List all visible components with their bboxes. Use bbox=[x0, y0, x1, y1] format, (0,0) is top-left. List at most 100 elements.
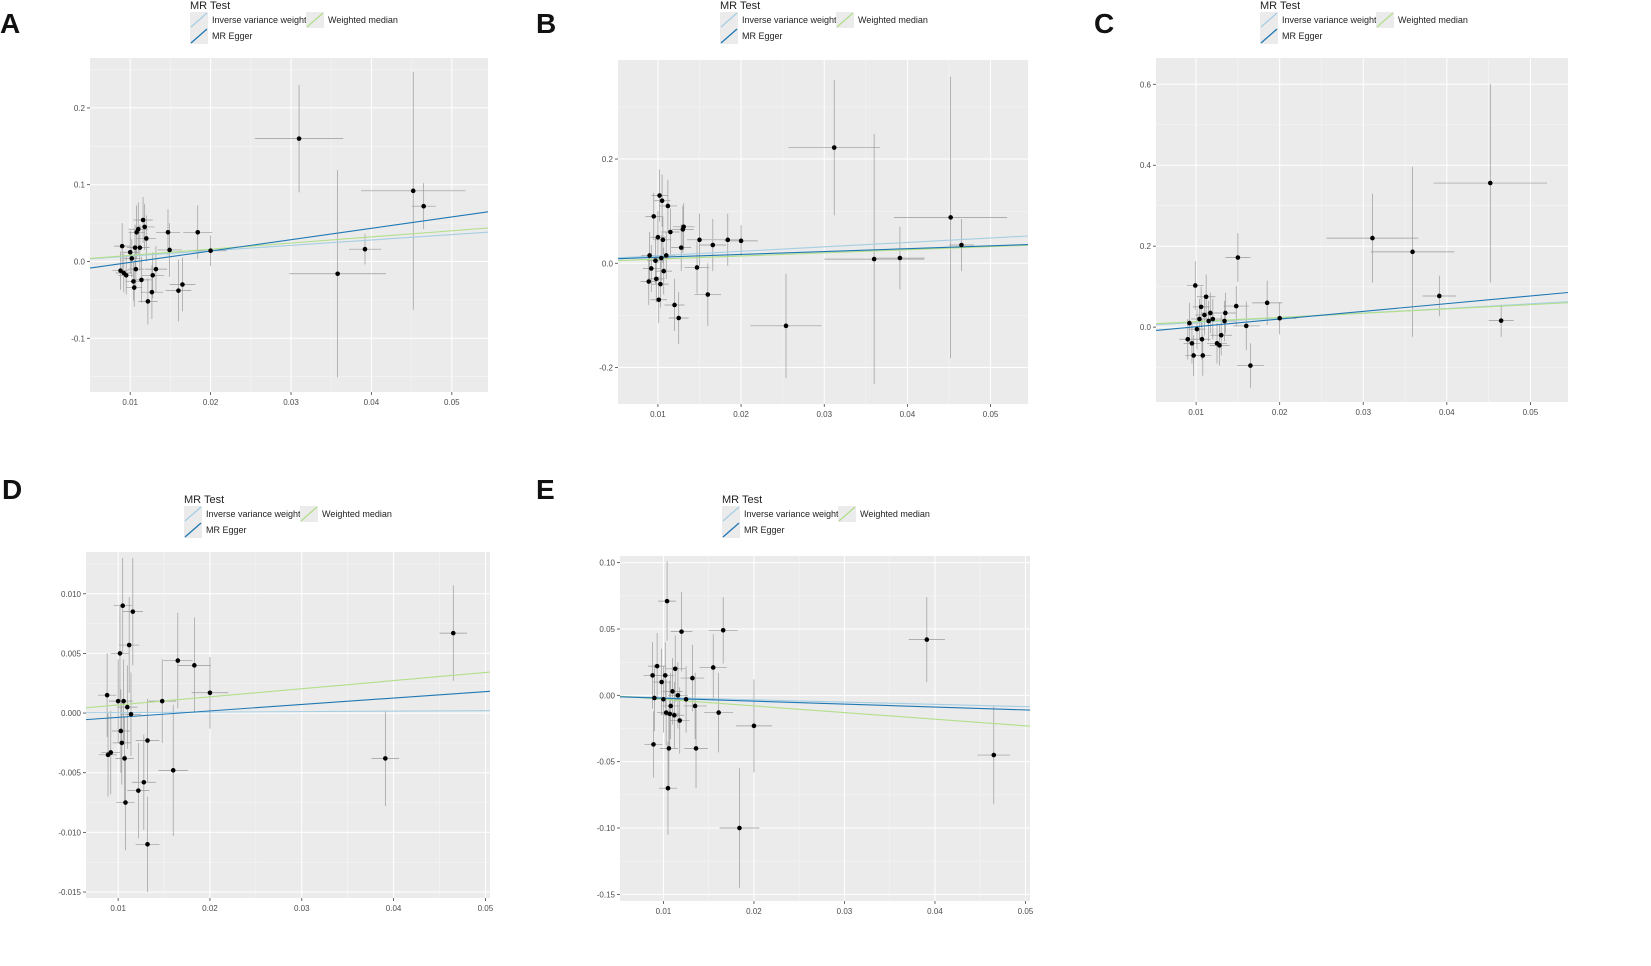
x-tick-label: 0.05 bbox=[983, 410, 999, 419]
data-point bbox=[948, 215, 953, 220]
data-point bbox=[1222, 318, 1227, 324]
legend-label: Weighted median bbox=[858, 15, 928, 25]
data-point bbox=[140, 217, 146, 223]
data-point bbox=[208, 248, 213, 254]
data-point bbox=[668, 229, 673, 235]
data-point bbox=[667, 711, 673, 717]
data-point bbox=[897, 255, 903, 261]
legend-title: MR Test bbox=[190, 0, 231, 12]
data-point bbox=[115, 698, 121, 704]
data-point bbox=[1200, 353, 1206, 358]
data-point bbox=[959, 242, 964, 248]
data-point bbox=[663, 253, 669, 258]
legend-line-icon bbox=[306, 12, 324, 28]
regression-line bbox=[86, 690, 490, 721]
data-point bbox=[725, 237, 731, 243]
plot-background-c bbox=[1156, 58, 1568, 402]
data-point bbox=[137, 245, 143, 250]
data-point bbox=[175, 658, 181, 663]
legend-item: Inverse variance weighted bbox=[1260, 12, 1387, 28]
panel-letter-c: C bbox=[1094, 8, 1115, 39]
plot-background-b bbox=[618, 60, 1028, 404]
y-tick-label: -0.1 bbox=[71, 334, 85, 343]
x-tick-label: 0.03 bbox=[294, 904, 310, 913]
data-point bbox=[1437, 293, 1442, 299]
x-tick-label: 0.03 bbox=[1355, 408, 1371, 417]
legend-label: Weighted median bbox=[860, 509, 930, 519]
y-tick-label: -0.2 bbox=[599, 364, 613, 373]
data-point bbox=[653, 276, 659, 282]
data-point bbox=[668, 703, 673, 709]
legend-label: MR Egger bbox=[212, 31, 253, 41]
data-point bbox=[1197, 316, 1202, 322]
x-tick-label: 0.03 bbox=[283, 398, 299, 407]
y-tick-label: 0.4 bbox=[1140, 161, 1152, 170]
y-tick-label: 0.0 bbox=[602, 259, 614, 268]
data-point bbox=[1243, 323, 1249, 329]
y-tick-label: 0.005 bbox=[61, 649, 82, 658]
data-point bbox=[139, 277, 144, 283]
data-point bbox=[679, 629, 684, 634]
legend-label: Weighted median bbox=[328, 15, 398, 25]
data-point bbox=[123, 272, 129, 278]
regression-line bbox=[86, 710, 490, 714]
data-point bbox=[131, 285, 137, 290]
legend-item: Inverse variance weighted bbox=[184, 506, 311, 522]
legend-label: Weighted median bbox=[322, 509, 392, 519]
data-point bbox=[737, 825, 742, 831]
data-point bbox=[121, 698, 126, 704]
data-point bbox=[672, 712, 677, 718]
legend-label: MR Egger bbox=[742, 31, 783, 41]
panel-letter-d: D bbox=[2, 474, 23, 505]
data-point bbox=[710, 242, 716, 248]
panel-letter-a: A bbox=[0, 8, 21, 39]
data-point bbox=[1206, 318, 1211, 324]
data-point bbox=[697, 237, 702, 243]
data-point bbox=[705, 292, 711, 297]
data-point bbox=[192, 663, 197, 668]
x-tick-label: 0.01 bbox=[110, 904, 126, 913]
legend-line-icon bbox=[184, 522, 202, 538]
data-point bbox=[131, 279, 136, 284]
data-point bbox=[991, 752, 997, 758]
data-point bbox=[135, 226, 141, 232]
data-point bbox=[663, 710, 669, 715]
legend-item: MR Egger bbox=[1260, 28, 1323, 44]
y-tick-label: 0.1 bbox=[74, 181, 86, 190]
plot-marks-e bbox=[620, 561, 1030, 888]
data-point bbox=[661, 697, 666, 702]
x-tick-label: 0.05 bbox=[1018, 907, 1034, 916]
data-point bbox=[1189, 341, 1195, 346]
data-point bbox=[1202, 312, 1207, 318]
y-tick-label: -0.015 bbox=[58, 888, 81, 897]
x-tick-label: 0.04 bbox=[364, 398, 380, 407]
data-point bbox=[129, 256, 135, 261]
regression-line bbox=[620, 695, 1030, 727]
plot-marks-b bbox=[618, 76, 1028, 385]
data-point bbox=[108, 750, 114, 755]
legend-line-icon bbox=[720, 12, 738, 28]
data-point bbox=[1198, 304, 1204, 310]
regression-line bbox=[618, 244, 1028, 262]
data-point bbox=[143, 236, 149, 241]
regression-line bbox=[90, 227, 488, 259]
y-tick-label: -0.05 bbox=[597, 758, 616, 767]
data-point bbox=[681, 224, 686, 230]
data-point bbox=[335, 271, 340, 277]
legend-title: MR Test bbox=[1260, 0, 1301, 12]
x-tick-label: 0.04 bbox=[900, 410, 916, 419]
x-tick-label: 0.05 bbox=[1523, 408, 1539, 417]
data-point bbox=[421, 203, 426, 209]
data-point bbox=[132, 245, 138, 250]
data-point bbox=[1235, 255, 1241, 260]
panel-letter-b: B bbox=[536, 8, 557, 39]
data-point bbox=[665, 203, 671, 209]
data-point bbox=[660, 237, 666, 243]
data-point bbox=[831, 145, 837, 150]
data-point bbox=[651, 742, 656, 747]
data-point bbox=[165, 229, 171, 235]
data-point bbox=[1217, 343, 1222, 348]
data-point bbox=[1194, 326, 1200, 332]
data-point bbox=[648, 266, 654, 271]
legend-line-icon bbox=[1260, 12, 1278, 28]
